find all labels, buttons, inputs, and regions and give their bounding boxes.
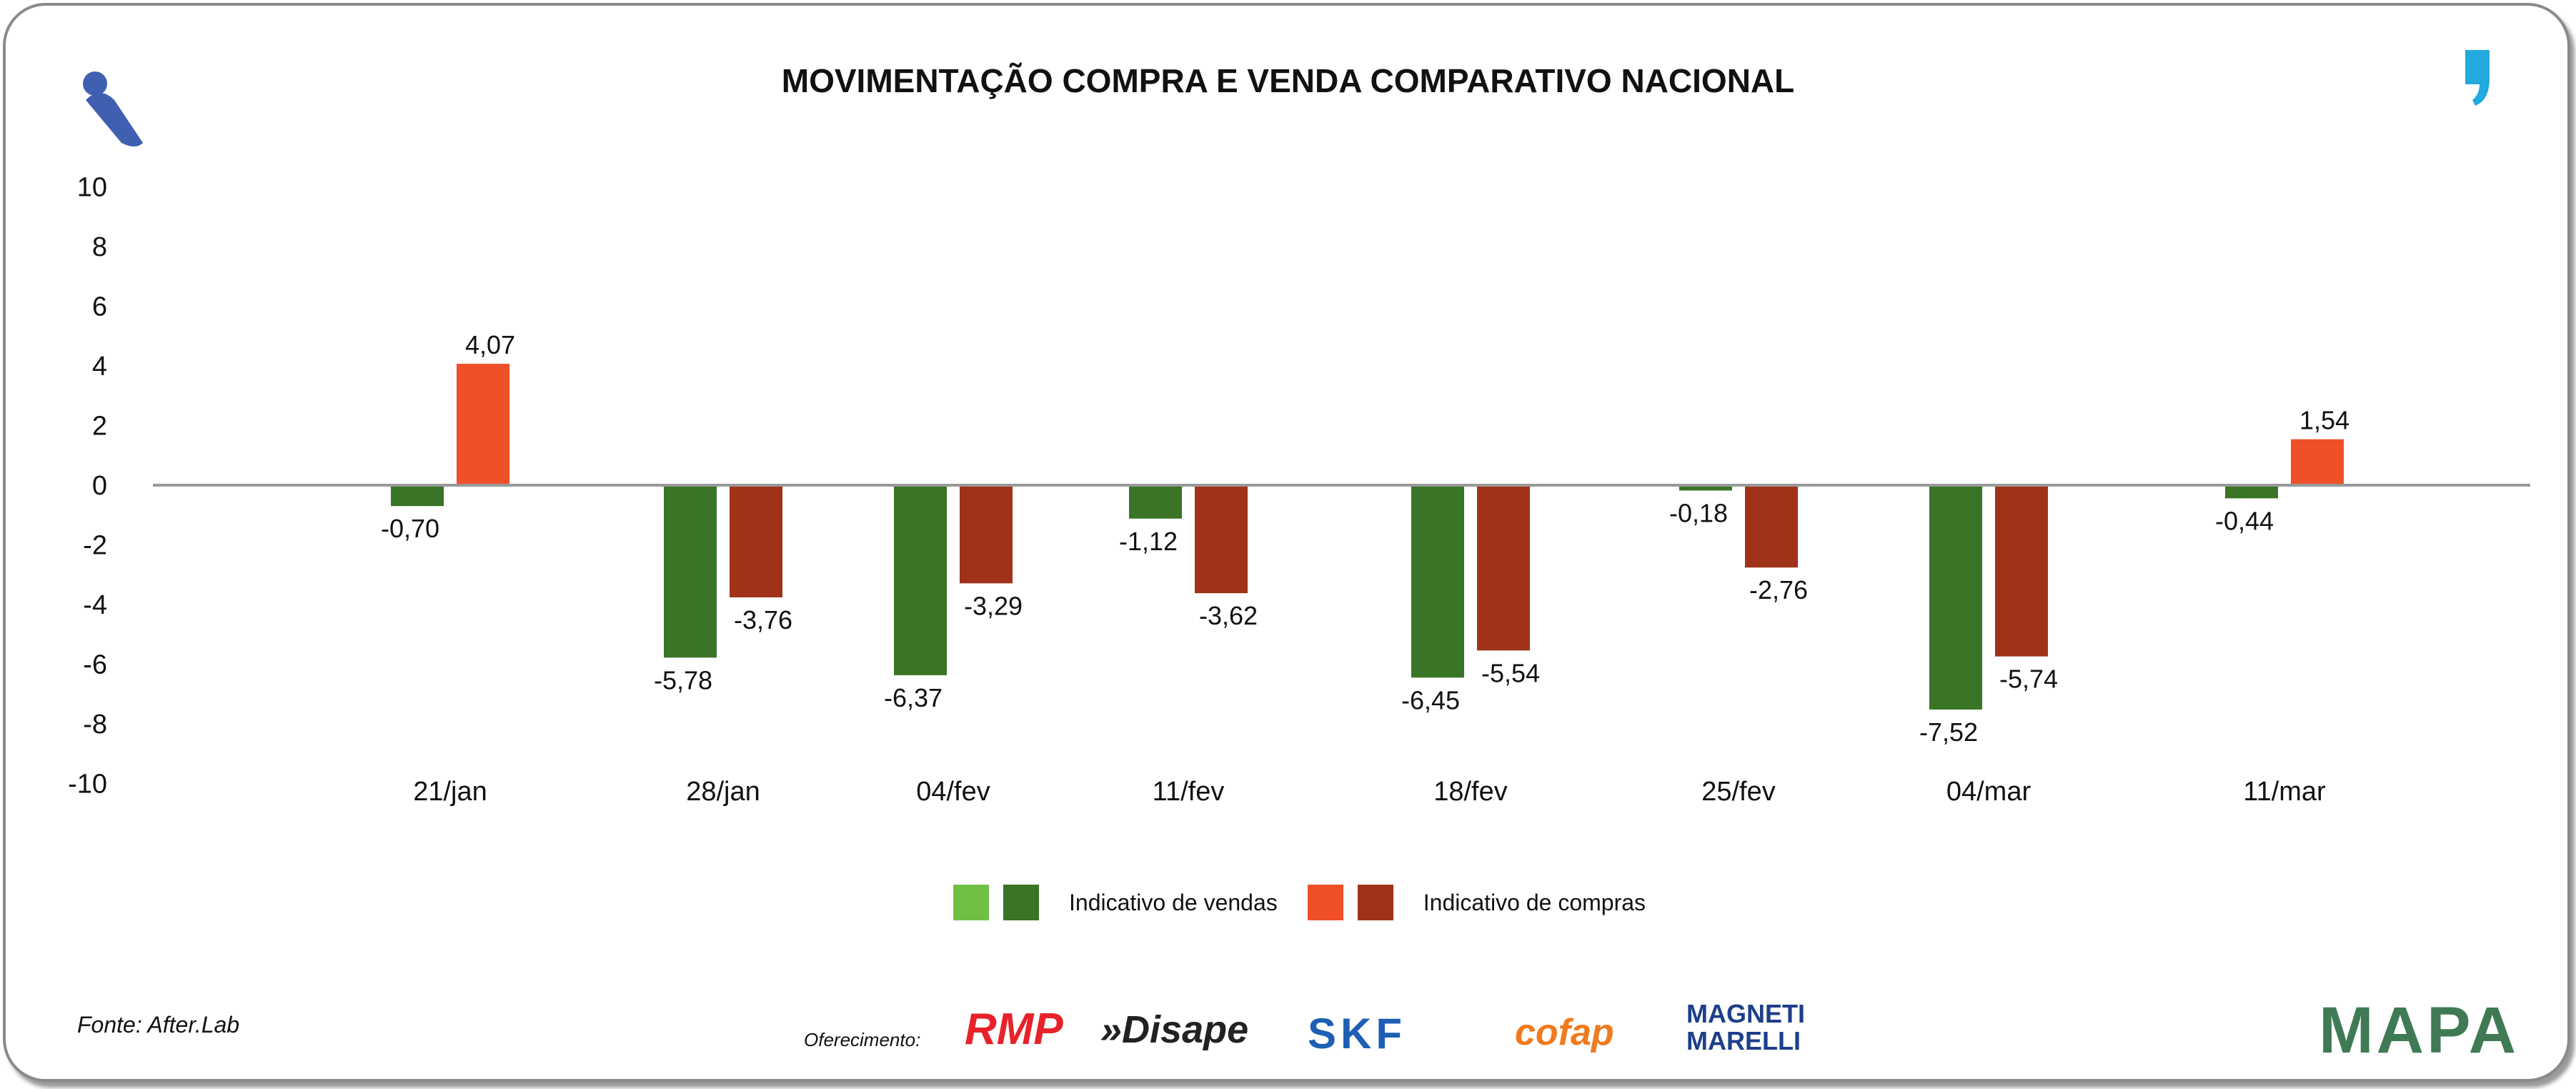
compras-bar xyxy=(2291,439,2344,485)
y-tick-label: 8 xyxy=(92,232,107,262)
x-category-label: 11/fev xyxy=(1153,777,1225,807)
chart-title: MOVIMENTAÇÃO COMPRA E VENDA COMPARATIVO … xyxy=(781,62,1795,99)
vendas-bar xyxy=(1129,485,1182,519)
compras-bar xyxy=(1195,485,1248,594)
vendas-data-label: -6,37 xyxy=(884,683,943,712)
y-tick-label: -4 xyxy=(83,590,107,620)
legend: Indicativo de vendas Indicativo de compr… xyxy=(953,885,1676,920)
y-tick-label: 0 xyxy=(92,471,107,501)
legend-swatch-compras-positive xyxy=(1307,885,1343,920)
y-tick-label: -8 xyxy=(83,710,107,740)
compras-data-label: -5,54 xyxy=(1481,658,1540,687)
vendas-data-label: -7,52 xyxy=(1919,717,1978,747)
y-tick-label: 10 xyxy=(77,173,107,203)
vendas-data-label: -0,70 xyxy=(381,514,439,543)
vendas-bar xyxy=(894,485,947,675)
vendas-data-label: -6,45 xyxy=(1401,685,1460,715)
compras-bar xyxy=(730,485,782,597)
sponsor-label: Oferecimento: xyxy=(804,1029,921,1050)
y-tick-label: 4 xyxy=(92,352,107,382)
vendas-bar xyxy=(1679,485,1732,491)
compras-data-label: 1,54 xyxy=(2299,406,2349,435)
x-category-label: 04/fev xyxy=(916,777,990,807)
compras-bar xyxy=(1995,485,2048,657)
y-tick-label: -6 xyxy=(83,650,107,680)
compras-bar xyxy=(457,364,509,485)
compras-data-label: -3,29 xyxy=(964,591,1023,620)
source-note: Fonte: After.Lab xyxy=(77,1012,240,1038)
sponsor-logo-magneti-marelli: MAGNETI MARELLI xyxy=(1686,999,1805,1055)
vendas-data-label: -5,78 xyxy=(654,665,712,695)
sponsor-logo-cofap: cofap xyxy=(1515,1012,1614,1053)
sponsor-logo-skf: SKF xyxy=(1308,1010,1406,1058)
sponsor-logo-rmp: RMP xyxy=(965,1005,1063,1054)
x-category-label: 28/jan xyxy=(686,777,760,807)
vendas-bar xyxy=(2225,485,2278,499)
x-category-label: 11/mar xyxy=(2243,777,2326,807)
y-tick-label: -2 xyxy=(83,531,107,561)
top-left-logo-icon xyxy=(83,71,143,146)
legend-swatch-vendas-negative xyxy=(1003,885,1039,920)
sponsor-logo-disape: »Disape xyxy=(1100,1008,1249,1051)
vendas-bar xyxy=(664,485,717,658)
compras-data-label: -3,76 xyxy=(734,605,792,635)
vendas-bar xyxy=(1929,485,1982,710)
vendas-data-label: -1,12 xyxy=(1119,527,1178,556)
y-tick-label: -10 xyxy=(68,770,107,800)
vendas-data-label: -0,44 xyxy=(2215,506,2274,535)
x-category-label: 18/fev xyxy=(1433,777,1508,807)
y-tick-label: 2 xyxy=(92,412,107,442)
vendas-bar xyxy=(1411,485,1464,678)
compras-bar xyxy=(1745,485,1798,568)
legend-swatch-compras-negative xyxy=(1357,885,1393,920)
compras-data-label: -3,62 xyxy=(1199,601,1258,630)
y-tick-label: 6 xyxy=(92,292,107,322)
top-right-quote-icon xyxy=(2465,50,2490,106)
vendas-data-label: -0,18 xyxy=(1669,499,1728,528)
legend-swatch-vendas-positive xyxy=(953,885,989,920)
x-category-label: 21/jan xyxy=(413,777,487,807)
legend-label-vendas: Indicativo de vendas xyxy=(1069,889,1278,915)
compras-data-label: -2,76 xyxy=(1749,575,1808,605)
legend-label-compras: Indicativo de compras xyxy=(1423,889,1646,915)
x-category-label: 04/mar xyxy=(1946,777,2032,807)
compras-bar xyxy=(1477,485,1530,651)
chart-frame xyxy=(3,3,2570,1082)
x-category-label: 25/fev xyxy=(1701,777,1776,807)
compras-data-label: -5,74 xyxy=(1999,665,2058,694)
compras-data-label: 4,07 xyxy=(465,330,515,359)
brand-logo-mapa: MAPA xyxy=(2319,994,2520,1067)
compras-bar xyxy=(960,485,1013,584)
vendas-bar xyxy=(391,485,444,507)
